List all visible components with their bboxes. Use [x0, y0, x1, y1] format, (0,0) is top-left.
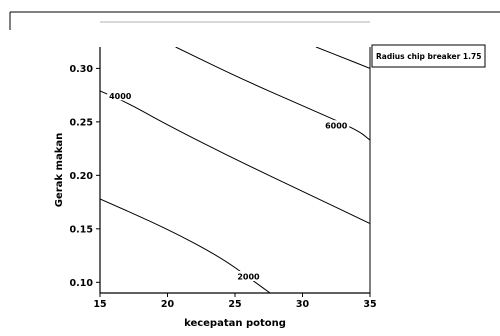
y-axis-ticks: 0.10 0.15 0.20 0.25 0.30 [70, 64, 100, 289]
contour-lines [100, 47, 370, 293]
x-tick-label: 20 [161, 299, 175, 310]
x-tick-label: 25 [228, 299, 241, 310]
contour-line-4000 [100, 90, 370, 224]
legend-text: Radius chip breaker 1.75 [376, 52, 481, 61]
contour-label-bg [235, 271, 262, 282]
x-axis-label: kecepatan potong [184, 318, 286, 329]
y-tick-label: 0.15 [70, 224, 93, 235]
x-axis-ticks: 15 20 25 30 35 [93, 293, 377, 310]
contour-label-bg [323, 120, 350, 131]
y-tick-label: 0.20 [70, 171, 94, 182]
contour-labels: 2000 4000 6000 [107, 90, 350, 282]
x-tick-label: 30 [296, 299, 310, 310]
contour-label: 6000 [325, 122, 348, 131]
contour-label-bg [107, 90, 134, 101]
y-tick-label: 0.10 [70, 278, 94, 289]
y-tick-label: 0.30 [70, 64, 94, 75]
contour-label: 2000 [237, 273, 260, 282]
contour-line-upper [315, 47, 370, 69]
contour-label: 4000 [109, 92, 132, 101]
x-tick-label: 35 [363, 299, 376, 310]
y-axis-label: Gerak makan [54, 133, 65, 208]
y-tick-label: 0.25 [70, 117, 93, 128]
x-tick-label: 15 [93, 299, 106, 310]
legend: Radius chip breaker 1.75 [371, 44, 486, 68]
legend-box [371, 44, 486, 68]
